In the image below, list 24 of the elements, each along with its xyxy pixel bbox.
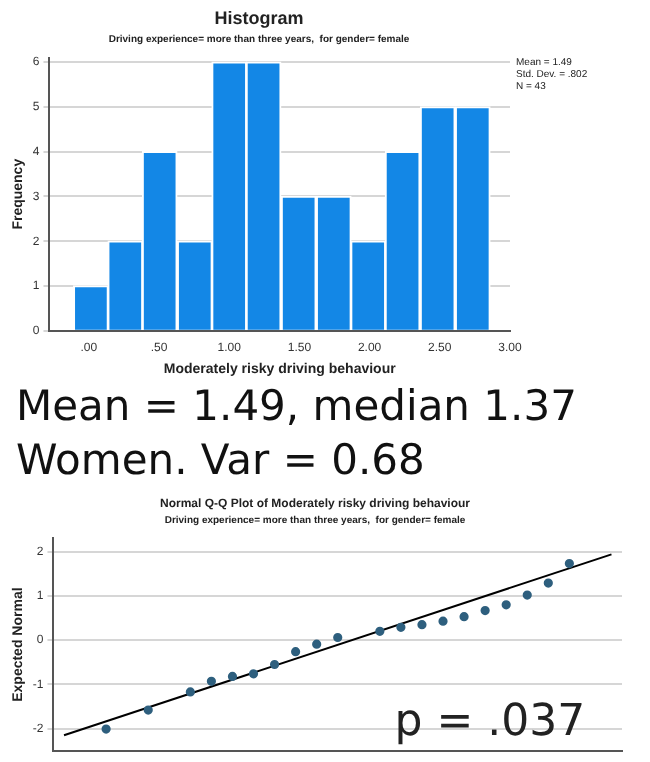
point (522, 590, 532, 600)
point (143, 705, 153, 715)
point (185, 687, 195, 697)
point (269, 659, 280, 670)
point (543, 578, 553, 588)
point (417, 620, 427, 630)
point (312, 639, 322, 649)
point (459, 612, 469, 622)
point (480, 605, 490, 616)
point (501, 600, 511, 610)
point (291, 647, 301, 657)
point (564, 559, 574, 569)
text: Mean = 1.49, median 1.37 (14, 380, 579, 434)
point (227, 671, 238, 682)
point (438, 616, 448, 626)
point (206, 676, 216, 686)
point (101, 724, 111, 734)
chart-title: Histogram (214, 7, 304, 28)
text: Women. Var = 0.68 (14, 434, 427, 488)
point (248, 669, 259, 679)
point (375, 626, 385, 636)
point (396, 622, 406, 632)
annotation: p = .037 (394, 696, 586, 747)
point (333, 632, 343, 643)
